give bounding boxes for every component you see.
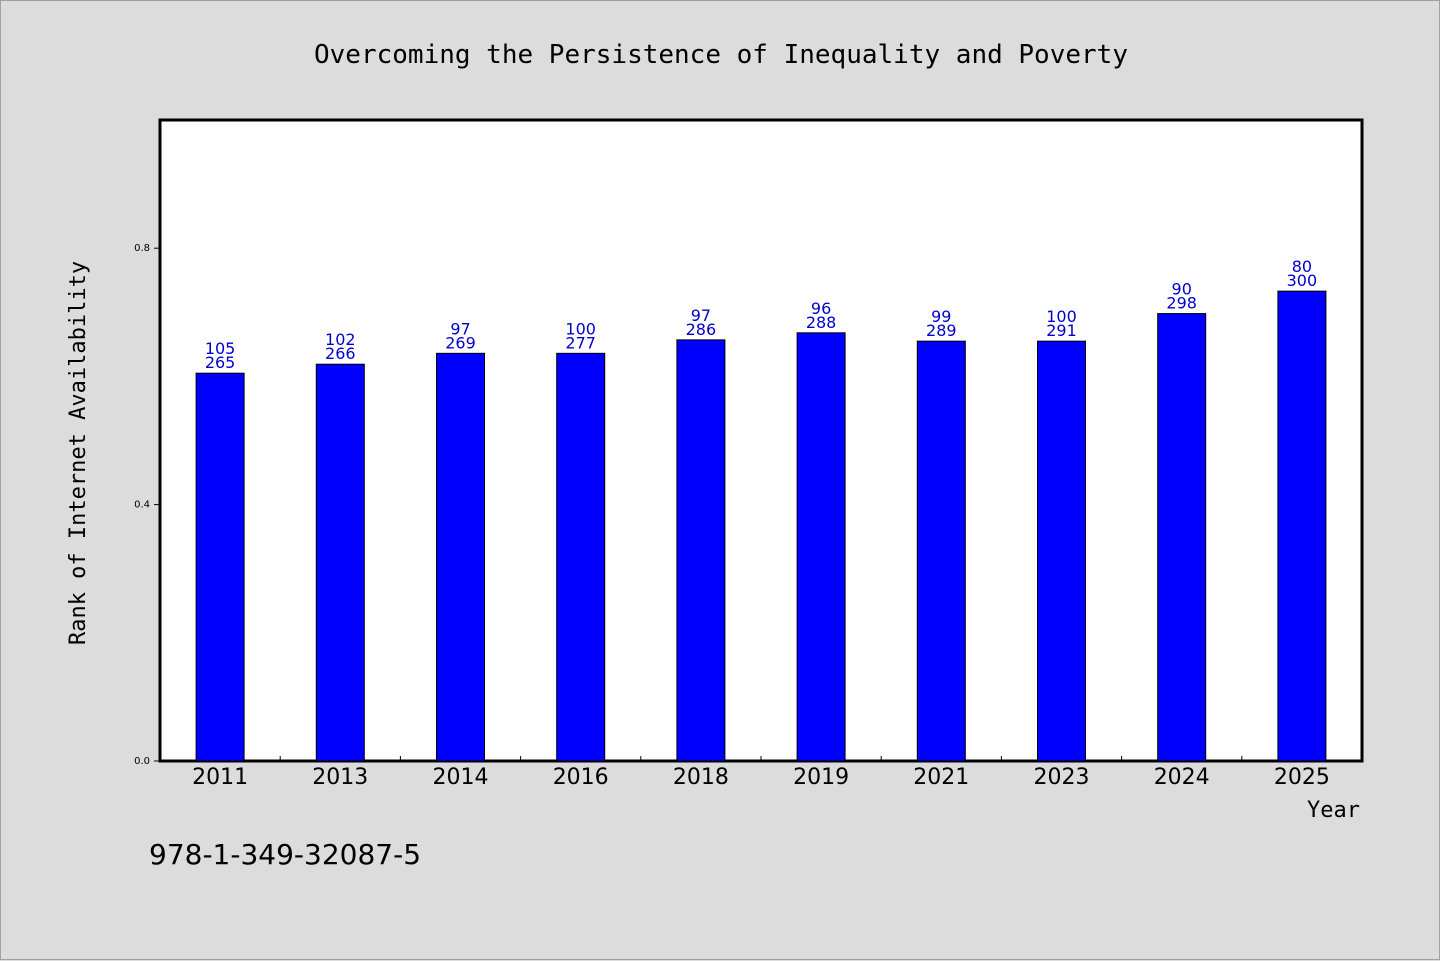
bar-2021 — [916, 340, 966, 762]
data-label-2014-0: 97 — [450, 319, 470, 338]
bar-2014 — [436, 352, 485, 762]
data-label-2019-0: 96 — [811, 299, 831, 318]
x-axis-label: Year — [1307, 798, 1360, 823]
bar-2018 — [676, 339, 726, 762]
bars — [195, 290, 1327, 762]
data-label-2023-0: 100 — [1046, 307, 1077, 326]
bar-2013 — [315, 363, 365, 762]
data-label-2024-1: 298 — [1166, 294, 1197, 313]
x-tick-label-2019: 2019 — [793, 765, 849, 790]
data-label-2011-0: 105 — [205, 339, 236, 358]
data-label-2025-1: 300 — [1287, 271, 1318, 290]
isbn-footnote: 978-1-349-32087-5 — [149, 838, 421, 871]
data-label-2018-0: 97 — [691, 306, 711, 325]
data-label-2014-1: 269 — [445, 333, 476, 352]
y-axis-label: Rank of Internet Availability — [66, 261, 91, 645]
data-label-2019-1: 288 — [806, 313, 837, 332]
x-tick-label-2011: 2011 — [192, 765, 248, 790]
y-tick-label-1: 0.4 — [134, 500, 150, 511]
bar-2025 — [1277, 290, 1327, 762]
x-tick-label-2024: 2024 — [1154, 765, 1210, 790]
x-axis-ticks: 2011 2013 2014 2016 2018 2019 2021 2023 2024 2025 — [192, 756, 1330, 790]
x-tick-label-2014: 2014 — [433, 765, 489, 790]
x-tick-label-2021: 2021 — [913, 765, 969, 790]
data-label-2011-1: 265 — [205, 353, 236, 372]
x-tick-label-2018: 2018 — [673, 765, 729, 790]
data-label-2021-0: 99 — [931, 307, 951, 326]
data-label-2016-1: 277 — [565, 333, 596, 352]
x-tick-label-2013: 2013 — [312, 765, 368, 790]
x-tick-label-2025: 2025 — [1274, 765, 1330, 790]
data-label-2013-0: 102 — [325, 330, 356, 349]
data-label-2018-1: 286 — [686, 320, 717, 339]
bar-2024 — [1157, 313, 1207, 762]
bar-2016 — [556, 352, 606, 762]
x-tick-label-2023: 2023 — [1034, 765, 1090, 790]
chart-title: Overcoming the Persistence of Inequality… — [314, 40, 1128, 70]
bar-2011 — [195, 372, 245, 762]
data-label-2021-1: 289 — [926, 321, 957, 340]
data-label-2023-1: 291 — [1046, 321, 1077, 340]
bar-2019 — [796, 332, 846, 762]
data-label-2016-0: 100 — [565, 319, 596, 338]
y-axis-ticks: 0.0 0.4 0.8 — [134, 243, 160, 767]
x-tick-label-2016: 2016 — [553, 765, 609, 790]
bar-2023 — [1037, 340, 1086, 762]
y-tick-label-0: 0.0 — [134, 756, 150, 767]
data-label-2013-1: 266 — [325, 344, 356, 363]
data-label-2024-0: 90 — [1172, 280, 1192, 299]
y-tick-label-2: 0.8 — [134, 243, 150, 254]
data-label-2025-0: 80 — [1292, 257, 1312, 276]
